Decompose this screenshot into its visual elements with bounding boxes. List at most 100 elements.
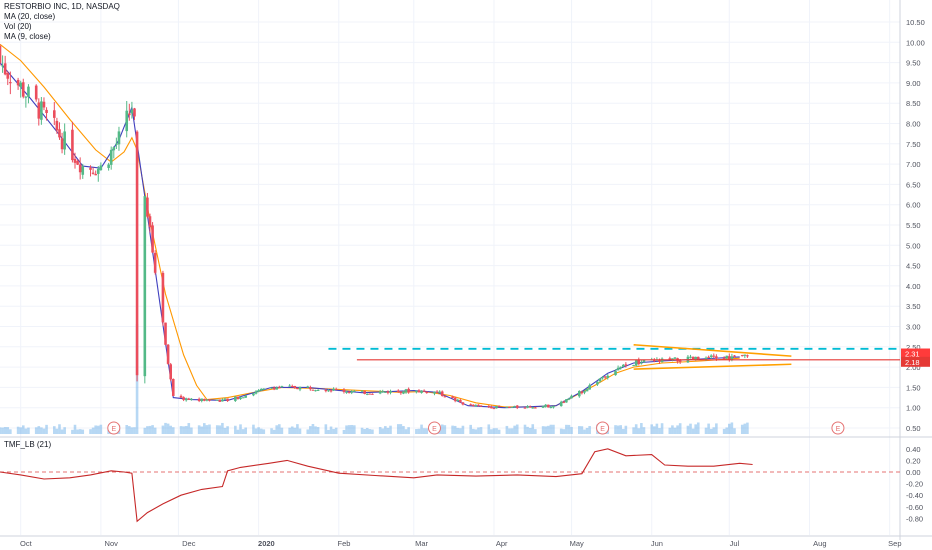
candle-body — [293, 386, 297, 389]
candle-body — [505, 406, 509, 408]
candle-body — [435, 391, 439, 393]
ma9-legend[interactable]: MA (9, close) — [4, 32, 51, 41]
volume-bar — [565, 424, 568, 434]
volume-bar — [55, 428, 59, 434]
volume-bar — [477, 427, 480, 434]
volume-bar — [0, 427, 2, 434]
chart-legend: RESTORBIO INC, 1D, NASDAQ MA (20, close)… — [4, 2, 120, 42]
candle-body — [508, 407, 511, 409]
candle-body — [21, 82, 25, 97]
volume-bar — [508, 428, 511, 434]
candle-body — [0, 45, 2, 63]
volume-bar — [19, 427, 22, 434]
volume-bar — [71, 429, 74, 434]
candle-body — [704, 357, 708, 361]
price-tick-label: 10.00 — [906, 38, 925, 47]
candle-body — [404, 389, 408, 393]
candle-body — [425, 391, 429, 394]
volume-bar — [125, 425, 129, 434]
volume-legend[interactable]: Vol (20) — [4, 22, 32, 31]
candle-body — [109, 149, 113, 165]
time-axis[interactable]: Oct Nov Dec 2020 Feb Mar Apr May Jun Jul Aug Sep — [20, 539, 901, 548]
volume-bar — [544, 426, 547, 434]
price-tick-label: 3.50 — [906, 302, 921, 311]
earnings-marker: E — [427, 421, 441, 435]
candle-body — [531, 407, 535, 409]
candle-body — [653, 360, 656, 362]
price-tick-label: 4.00 — [906, 282, 921, 291]
candle-body — [275, 387, 279, 390]
price-tick-label: 9.00 — [906, 79, 921, 88]
volume-bar — [78, 429, 82, 434]
candle-body — [733, 355, 736, 357]
candle-body — [678, 360, 682, 362]
time-tick-label: Dec — [182, 539, 196, 548]
volume-bar — [728, 423, 731, 434]
price-tick-label: 0.50 — [906, 424, 921, 433]
candle-body — [262, 388, 266, 390]
candle-body — [58, 129, 61, 138]
price-axis[interactable]: 10.50 10.00 9.50 9.00 8.50 8.00 7.50 7.00 6.50 6.… — [906, 18, 925, 433]
trend-drawings[interactable] — [328, 343, 900, 370]
earnings-marker: E — [831, 421, 845, 435]
volume-bar — [668, 427, 672, 434]
candle-body — [384, 391, 387, 393]
price-badge-label: 2.18 — [905, 358, 920, 367]
price-badges: 2.312.18 — [901, 348, 930, 367]
volume-bar — [497, 429, 501, 434]
candle-body — [55, 120, 59, 131]
tmf-tick-label: -0.80 — [906, 514, 923, 523]
candle-body — [740, 355, 744, 357]
price-tick-label: 5.50 — [906, 221, 921, 230]
candle-body — [117, 131, 121, 145]
candle-body — [559, 401, 563, 407]
candle-body — [71, 129, 74, 161]
volume-bar — [407, 427, 410, 434]
candle-body — [660, 358, 664, 363]
volume-bar — [368, 429, 372, 434]
candle-body — [190, 398, 193, 400]
volume-bar — [329, 426, 333, 434]
volume-bar — [552, 424, 555, 434]
candle-body — [171, 379, 175, 396]
candle-body — [187, 398, 191, 400]
candle-body — [205, 399, 209, 401]
volume-bar — [396, 424, 400, 434]
volume-bar — [440, 424, 444, 434]
volume-bar — [580, 426, 584, 434]
volume-bar — [272, 429, 276, 434]
candle-body — [107, 164, 110, 168]
volume-bar — [384, 426, 387, 434]
candle-body — [534, 407, 537, 409]
candle-body — [259, 388, 263, 391]
volume-bar — [91, 427, 95, 434]
volume-bar — [559, 428, 563, 434]
volume-bar — [94, 425, 97, 434]
candle-body — [128, 113, 131, 116]
volume-bar — [510, 428, 514, 434]
volume-bar — [161, 425, 165, 434]
candle-body — [420, 390, 423, 393]
candle-body — [166, 344, 170, 364]
candle-body — [513, 405, 516, 408]
volume-bar — [151, 425, 154, 434]
candle-body — [606, 375, 610, 378]
volume-bar — [179, 426, 183, 434]
candle-body — [658, 359, 661, 362]
volume-bar — [40, 427, 43, 434]
ma20-legend[interactable]: MA (20, close) — [4, 12, 56, 21]
candle-body — [632, 365, 635, 367]
tmf-legend[interactable]: TMF_LB (21) — [4, 440, 52, 449]
candle-body — [477, 404, 480, 406]
time-tick-label: Aug — [813, 539, 826, 548]
volume-bar — [270, 428, 273, 434]
volume-bar — [743, 423, 747, 434]
candle-body — [3, 63, 7, 75]
candle-body — [257, 390, 260, 392]
tmf-axis[interactable]: 0.40 0.20 0.00 -0.20 -0.40 -0.60 -0.80 — [906, 445, 923, 524]
candle-body — [386, 391, 390, 393]
volume-bar — [632, 427, 635, 434]
symbol-title[interactable]: RESTORBIO INC, 1D, NASDAQ — [4, 2, 120, 11]
